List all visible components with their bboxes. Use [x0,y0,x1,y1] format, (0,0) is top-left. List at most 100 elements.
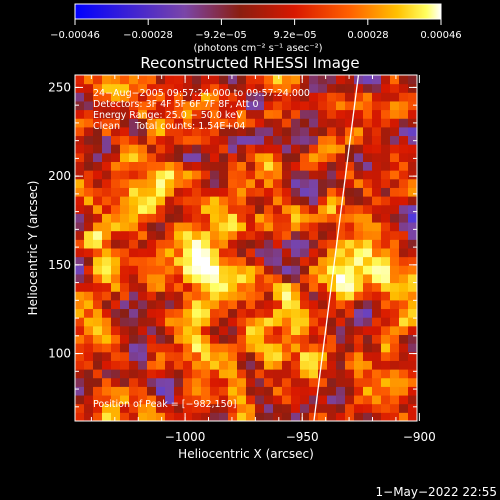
heatmap-cell [390,239,400,249]
heatmap-cell [309,386,319,396]
heatmap-cell [102,92,112,102]
heatmap-cell [165,282,175,292]
heatmap-cell [336,178,346,188]
heatmap-cell [381,360,391,370]
heatmap-cell [210,256,220,266]
heatmap-cell [93,204,103,214]
heatmap-cell [399,161,409,171]
heatmap-cell [246,291,256,301]
heatmap-cell [219,317,229,327]
heatmap-cell [354,135,364,145]
heatmap-cell [84,222,94,232]
heatmap-cell [381,239,391,249]
heatmap-cell [264,334,274,344]
heatmap-cell [282,343,292,353]
heatmap-cell [246,308,256,318]
heatmap-cell [246,273,256,284]
heatmap-cell [327,222,337,232]
heatmap-cell [75,248,85,258]
heatmap-cell [309,334,319,344]
heatmap-cell [84,83,94,93]
heatmap-cell [183,265,193,275]
heatmap-cell [111,161,121,171]
heatmap-cell [327,230,337,240]
heatmap-cell [138,403,148,413]
heatmap-cell [336,126,346,137]
heatmap-cell [174,187,184,197]
heatmap-cell [372,196,382,206]
heatmap-cell [111,230,121,240]
heatmap-cell [237,265,247,275]
colorbar-ticks [74,19,442,25]
heatmap-cell [156,248,166,258]
heatmap-cell [273,360,283,370]
heatmap-cell [102,109,112,119]
heatmap-cell [174,291,184,301]
heatmap-cell [255,265,265,275]
heatmap-cell [75,152,85,162]
heatmap-cell [300,230,310,240]
heatmap-cell [120,152,130,162]
heatmap-cell [192,377,202,387]
heatmap-cell [138,222,148,232]
heatmap-cell [156,100,166,111]
heatmap-cell [309,196,319,206]
heatmap-cell [147,308,157,318]
heatmap-cell [327,299,337,310]
heatmap-cell [354,256,364,266]
heatmap-cell [75,265,85,275]
heatmap-cell [336,213,346,223]
heatmap-cell [264,126,274,137]
heatmap-cell [291,291,301,301]
heatmap-cell [219,369,229,379]
heatmap-cell [93,230,103,240]
heatmap-cell [156,144,166,154]
heatmap-cell [84,377,94,387]
heatmap-cell [291,403,301,413]
heatmap-cell [309,377,319,387]
heatmap-cell [381,213,391,223]
heatmap-cell [327,343,337,353]
peak-position-label: Position of Peak = [−982,150] [93,399,236,410]
heatmap-cell [84,273,94,284]
heatmap-cell [147,377,157,387]
heatmap-cell [102,126,112,137]
heatmap-cell [174,178,184,188]
heatmap-cell [390,308,400,318]
heatmap-cell [273,325,283,335]
heatmap-cell [300,178,310,188]
heatmap-cell [282,317,292,327]
heatmap-cell [408,386,417,396]
heatmap-cell [390,282,400,292]
heatmap-cell [246,403,256,413]
heatmap-cell [246,377,256,387]
heatmap-cell [309,161,319,171]
heatmap-cell [363,369,373,379]
heatmap-cell [111,144,121,154]
heatmap-cell [210,334,220,344]
heatmap-cell [138,109,148,119]
heatmap-cell [354,343,364,353]
heatmap-cell [363,325,373,335]
heatmap-cell [345,273,355,284]
heatmap-cell [75,213,85,223]
heatmap-cell [111,100,121,111]
heatmap-cell [183,118,193,128]
heatmap-cell [210,403,220,413]
heatmap-cell [408,100,417,111]
heatmap-cell [318,369,328,379]
heatmap-cell [93,343,103,353]
heatmap-cell [75,135,85,145]
heatmap-cell [300,170,310,180]
heatmap-cell [174,239,184,249]
heatmap-cell [363,334,373,344]
heatmap-cell [336,412,346,421]
heatmap-cell [309,152,319,162]
heatmap-cell [255,75,265,85]
heatmap-cell [372,334,382,344]
heatmap-cell [147,83,157,93]
heatmap-cell [129,161,139,171]
heatmap-cell [165,334,175,344]
heatmap-cell [309,230,319,240]
heatmap-cell [372,412,382,421]
